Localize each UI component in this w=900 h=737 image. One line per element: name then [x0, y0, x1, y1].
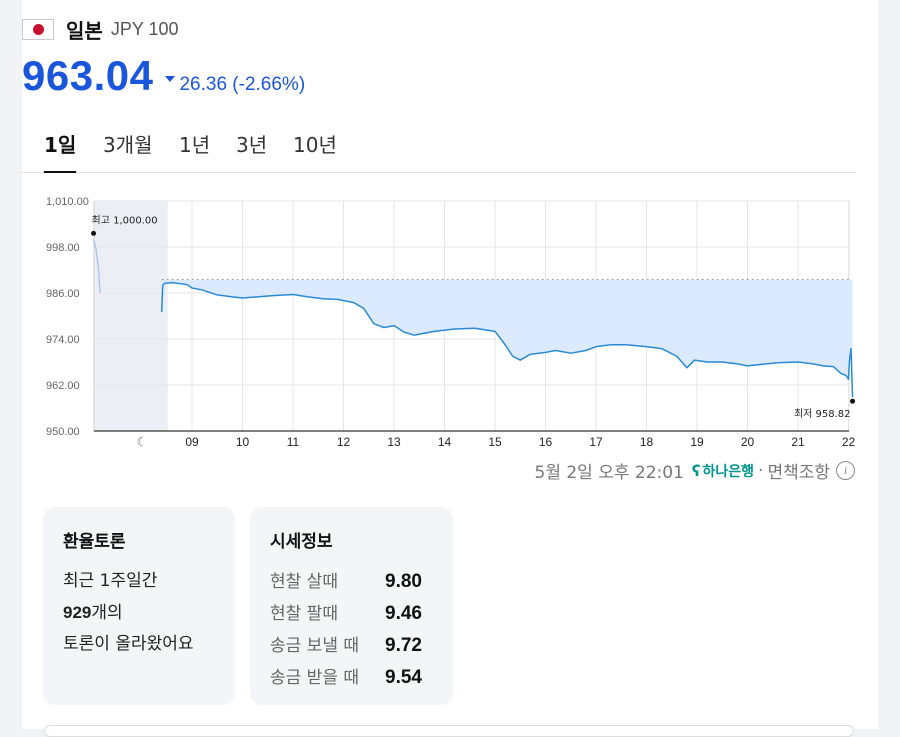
quote-info-card: 시세정보 현찰 살때 9.80 현찰 팔때 9.46 송금 보낼 때 9.72 송금 … [250, 507, 453, 705]
x-tick-label: 11 [287, 435, 300, 449]
currency-header: 일본 JPY 100 [22, 14, 179, 44]
low-point-marker [850, 398, 856, 404]
next-section-card [44, 725, 854, 737]
quote-label: 송금 보낼 때 [270, 636, 360, 656]
quote-value: 9.80 [385, 571, 422, 592]
quote-list: 현찰 살때 9.80 현찰 팔때 9.46 송금 보낼 때 9.72 송금 받을 때 9… [270, 566, 433, 694]
y-tick-label: 962.00 [46, 380, 80, 392]
currency-code: JPY 100 [110, 18, 179, 39]
x-tick-label: 19 [690, 435, 704, 449]
x-tick-label: 13 [387, 435, 401, 449]
x-tick-label: 20 [741, 435, 755, 449]
discussion-line-2: 929개의 [63, 597, 215, 629]
info-icon[interactable]: i [836, 461, 855, 480]
tab-3m[interactable]: 3개월 [103, 133, 153, 157]
y-tick-label: 950.00 [46, 426, 80, 438]
discussion-line-1: 최근 1주일간 [63, 571, 158, 591]
high-point-marker [91, 230, 97, 236]
discussion-count-suffix: 개의 [91, 603, 123, 623]
down-arrow-icon [165, 76, 176, 82]
quote-row: 송금 보낼 때 9.72 [270, 630, 422, 662]
disclaimer-link[interactable]: 면책조항 [767, 463, 830, 483]
source-line: 5월 2일 오후 22:01 ʕ 하나은행 · 면책조항 i [534, 458, 855, 483]
price-row: 963.04 26.36 (-2.66%) [22, 52, 305, 100]
y-tick-label: 986.00 [46, 288, 80, 300]
below-close-area [161, 279, 853, 398]
separator-dot: · [758, 460, 764, 481]
chart-labels: 1,010.00 998.00 986.00 974.00 962.00 950.00 09… [46, 196, 855, 449]
x-tick-label: 16 [539, 435, 553, 449]
y-tick-label: 974.00 [46, 334, 80, 346]
discussion-card[interactable]: 환율토론 최근 1주일간 929개의 토론이 올라왔어요 [43, 507, 235, 705]
low-label: 최저 958.82 [794, 408, 851, 420]
chart-grid [93, 200, 850, 432]
quote-label: 현찰 팔때 [270, 604, 338, 624]
tab-1d[interactable]: 1일 [44, 128, 77, 173]
x-tick-label: 10 [236, 435, 250, 449]
chart-marks [91, 230, 856, 404]
night-price-line [92, 239, 101, 294]
quote-row: 현찰 팔때 9.46 [270, 598, 422, 630]
discussion-line-3: 토론이 올라왔어요 [63, 634, 194, 654]
quote-value: 9.72 [385, 635, 422, 656]
current-price: 963.04 [22, 52, 154, 99]
x-tick-label: 22 [842, 435, 856, 449]
quote-row: 현찰 살때 9.80 [270, 566, 422, 598]
tab-1y[interactable]: 1년 [179, 133, 211, 157]
price-change: 26.36 (-2.66%) [179, 74, 306, 95]
japan-flag-icon [22, 18, 54, 40]
quote-label: 현찰 살때 [270, 572, 338, 592]
x-tick-label: 21 [791, 435, 805, 449]
tab-3y[interactable]: 3년 [236, 133, 268, 157]
x-tick-label: 14 [438, 435, 452, 449]
currency-name: 일본 [66, 18, 103, 43]
moon-icon: ☾ [137, 435, 148, 449]
hana-bank-logo-icon: ʕ [691, 461, 701, 480]
quote-row: 송금 받을 때 9.54 [270, 662, 422, 694]
update-datetime: 5월 2일 오후 22:01 [534, 463, 684, 483]
x-tick-label: 09 [185, 435, 199, 449]
quote-value: 9.54 [385, 667, 422, 688]
price-line [160, 281, 854, 398]
x-tick-label: 12 [337, 435, 351, 449]
x-tick-label: 15 [488, 435, 502, 449]
x-tick-label: 17 [589, 435, 603, 449]
discussion-title: 환율토론 [63, 532, 126, 552]
period-tabs: 1일 3개월 1년 3년 10년 [20, 128, 856, 173]
y-tick-label: 998.00 [46, 242, 80, 254]
quote-label: 송금 받을 때 [270, 668, 360, 688]
x-tick-label: 18 [640, 435, 654, 449]
bank-name: 하나은행 [702, 463, 755, 480]
high-label: 최고 1,000.00 [92, 214, 158, 226]
exchange-rate-chart: 1,010.00 998.00 986.00 974.00 962.00 950.00 09… [46, 196, 856, 449]
discussion-count: 929 [63, 603, 92, 622]
quote-info-title: 시세정보 [270, 532, 333, 552]
tab-10y[interactable]: 10년 [293, 133, 337, 157]
y-tick-label: 1,010.00 [46, 196, 89, 208]
quote-value: 9.46 [385, 603, 422, 624]
night-shade-region [94, 201, 168, 431]
